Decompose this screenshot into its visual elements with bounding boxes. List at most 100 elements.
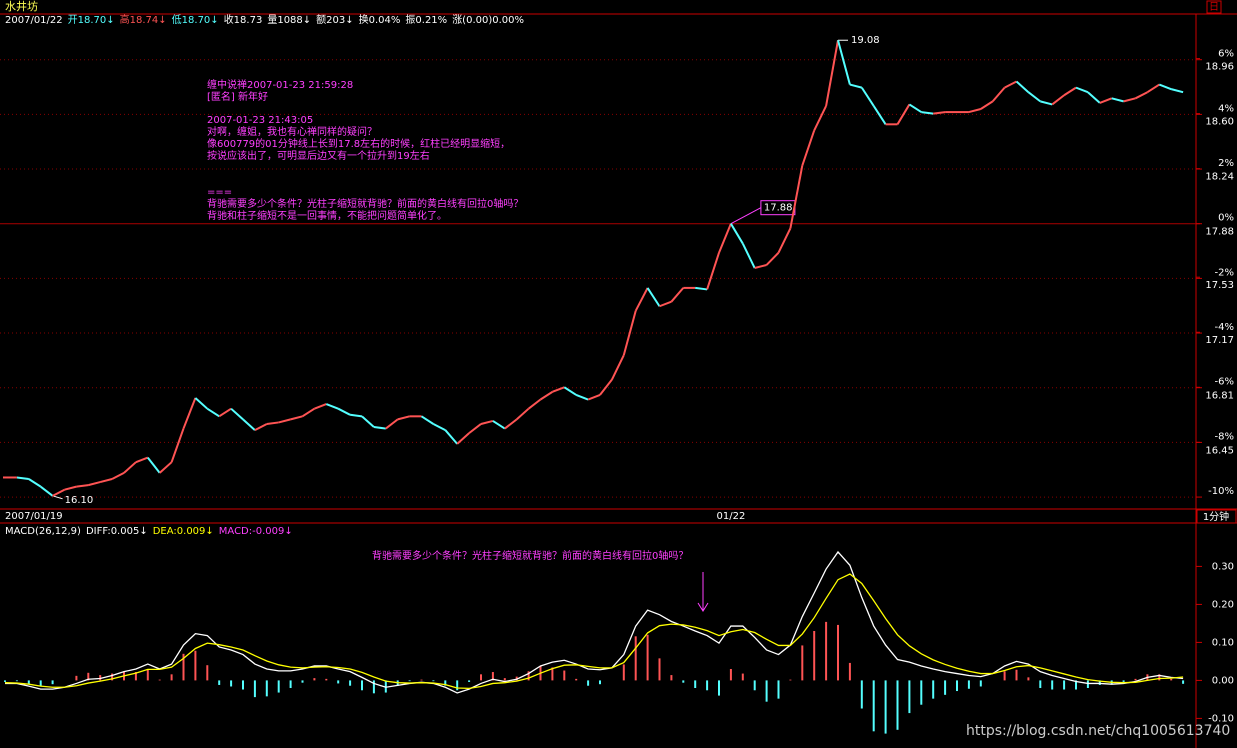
header-item: DIFF:0.005↓ [86, 526, 148, 537]
x-tick-label: 2007/01/19 [5, 511, 63, 522]
price-tick [1015, 80, 1030, 93]
price-tick [218, 407, 232, 418]
price-tick [575, 393, 589, 401]
y-tick-label: -0.10 [1208, 713, 1234, 724]
y-tick-label: 17.53 [1205, 280, 1234, 291]
price-tick [921, 111, 934, 115]
price-tick [695, 286, 708, 291]
price-tick [1123, 97, 1136, 103]
price-tick [420, 415, 434, 425]
price-tick [397, 415, 410, 421]
price-tick [670, 287, 685, 303]
price-tick [278, 418, 291, 424]
price-tick [361, 415, 375, 428]
price-tick [754, 264, 767, 269]
price-tick [76, 484, 89, 488]
price-tick [349, 413, 363, 418]
value-label: 16.10 [65, 495, 94, 506]
price-tick [314, 403, 327, 410]
price-tick [706, 252, 720, 290]
price-tick [933, 111, 946, 115]
note-arrow-head [697, 602, 709, 612]
price-tick [837, 39, 851, 85]
price-tick [456, 432, 470, 445]
price-tick [492, 420, 506, 430]
price-tick [1087, 91, 1101, 104]
comment-line: 背驰需要多少个条件？光柱子缩短就背驰？前面的黄白线有回拉0轴吗？ [207, 197, 523, 210]
price-tick [659, 300, 672, 308]
price-tick [99, 478, 113, 484]
comment-line: === [207, 187, 232, 198]
price-tick [1146, 83, 1160, 94]
price-tick [1040, 100, 1053, 106]
y2-tick-label: -2% [1215, 267, 1234, 278]
price-tick [206, 407, 220, 418]
label-leader [730, 207, 762, 225]
price-tick [765, 252, 780, 266]
price-tick [123, 461, 137, 474]
price-tick [980, 100, 994, 110]
price-tick [266, 421, 279, 425]
price-tick [1170, 88, 1184, 94]
price-tick [468, 423, 482, 434]
y-tick-label: 16.81 [1205, 390, 1234, 401]
price-tick [64, 485, 77, 491]
value-label: 19.08 [851, 35, 880, 46]
price-tick [777, 227, 792, 254]
price-tick [539, 391, 553, 401]
day-icon-label[interactable]: 日 [1209, 2, 1219, 13]
header-item: 收18.73 [224, 13, 263, 26]
y2-tick-label: 6% [1218, 49, 1234, 60]
y2-tick-label: 4% [1218, 103, 1234, 114]
price-tick [611, 354, 625, 381]
price-tick [825, 40, 839, 107]
price-tick [1051, 94, 1065, 106]
header-item: DEA:0.009↓ [153, 526, 214, 537]
price-tick [28, 478, 42, 488]
y-tick-label: 18.96 [1205, 62, 1234, 73]
price-tick [587, 393, 601, 401]
period-box[interactable] [1196, 509, 1237, 524]
price-tick [170, 428, 185, 463]
price-tick [849, 83, 863, 89]
header-item: 额203↓ [316, 13, 353, 26]
price-tick [801, 130, 816, 166]
price-tick [730, 223, 744, 245]
note: 背驰需要多少个条件？光柱子缩短就背驰？前面的黄白线有回拉0轴吗？ [372, 549, 688, 562]
price-tick [52, 488, 65, 497]
comment-line: 对啊，缠姐，我也有心禅同样的疑问？ [207, 125, 377, 138]
header-item: 量1088↓ [267, 14, 311, 26]
price-tick [1063, 86, 1077, 97]
day-icon[interactable] [1206, 0, 1222, 14]
y2-tick-label: -6% [1215, 377, 1234, 388]
y-tick-label: 18.24 [1205, 172, 1234, 183]
price-tick [563, 386, 577, 396]
price-tick [908, 103, 922, 113]
y-tick-label: 0.30 [1212, 561, 1234, 572]
price-tick [896, 103, 911, 125]
price-tick [1075, 86, 1089, 94]
y-tick-label: 18.60 [1205, 117, 1234, 128]
period-label[interactable]: 1分钟 [1203, 510, 1229, 523]
price-tick [135, 456, 149, 464]
header-item: 开18.70↓ [68, 15, 115, 26]
price-tick [88, 481, 101, 487]
price-tick [789, 165, 804, 229]
price-tick [646, 287, 661, 307]
price-tick [325, 403, 339, 410]
y-tick-label: 0.10 [1212, 637, 1234, 648]
y-tick-label: 17.17 [1205, 335, 1234, 346]
price-tick [718, 223, 732, 254]
price-tick [159, 461, 173, 474]
y2-tick-label: -8% [1215, 431, 1234, 442]
comment-line: 按说应该出了，可明显后边又有一个拉升到19左右 [207, 149, 430, 162]
y-tick-label: 17.88 [1205, 227, 1234, 238]
header-item: 低18.70↓ [172, 13, 219, 26]
price-tick [622, 310, 637, 356]
price-tick [385, 418, 399, 430]
price-tick [444, 429, 458, 445]
header-item: MACD(26,12,9) [5, 526, 81, 537]
price-tick [1135, 91, 1148, 100]
y-tick-label: 16.45 [1205, 445, 1234, 456]
y2-tick-label: 0% [1218, 213, 1234, 224]
